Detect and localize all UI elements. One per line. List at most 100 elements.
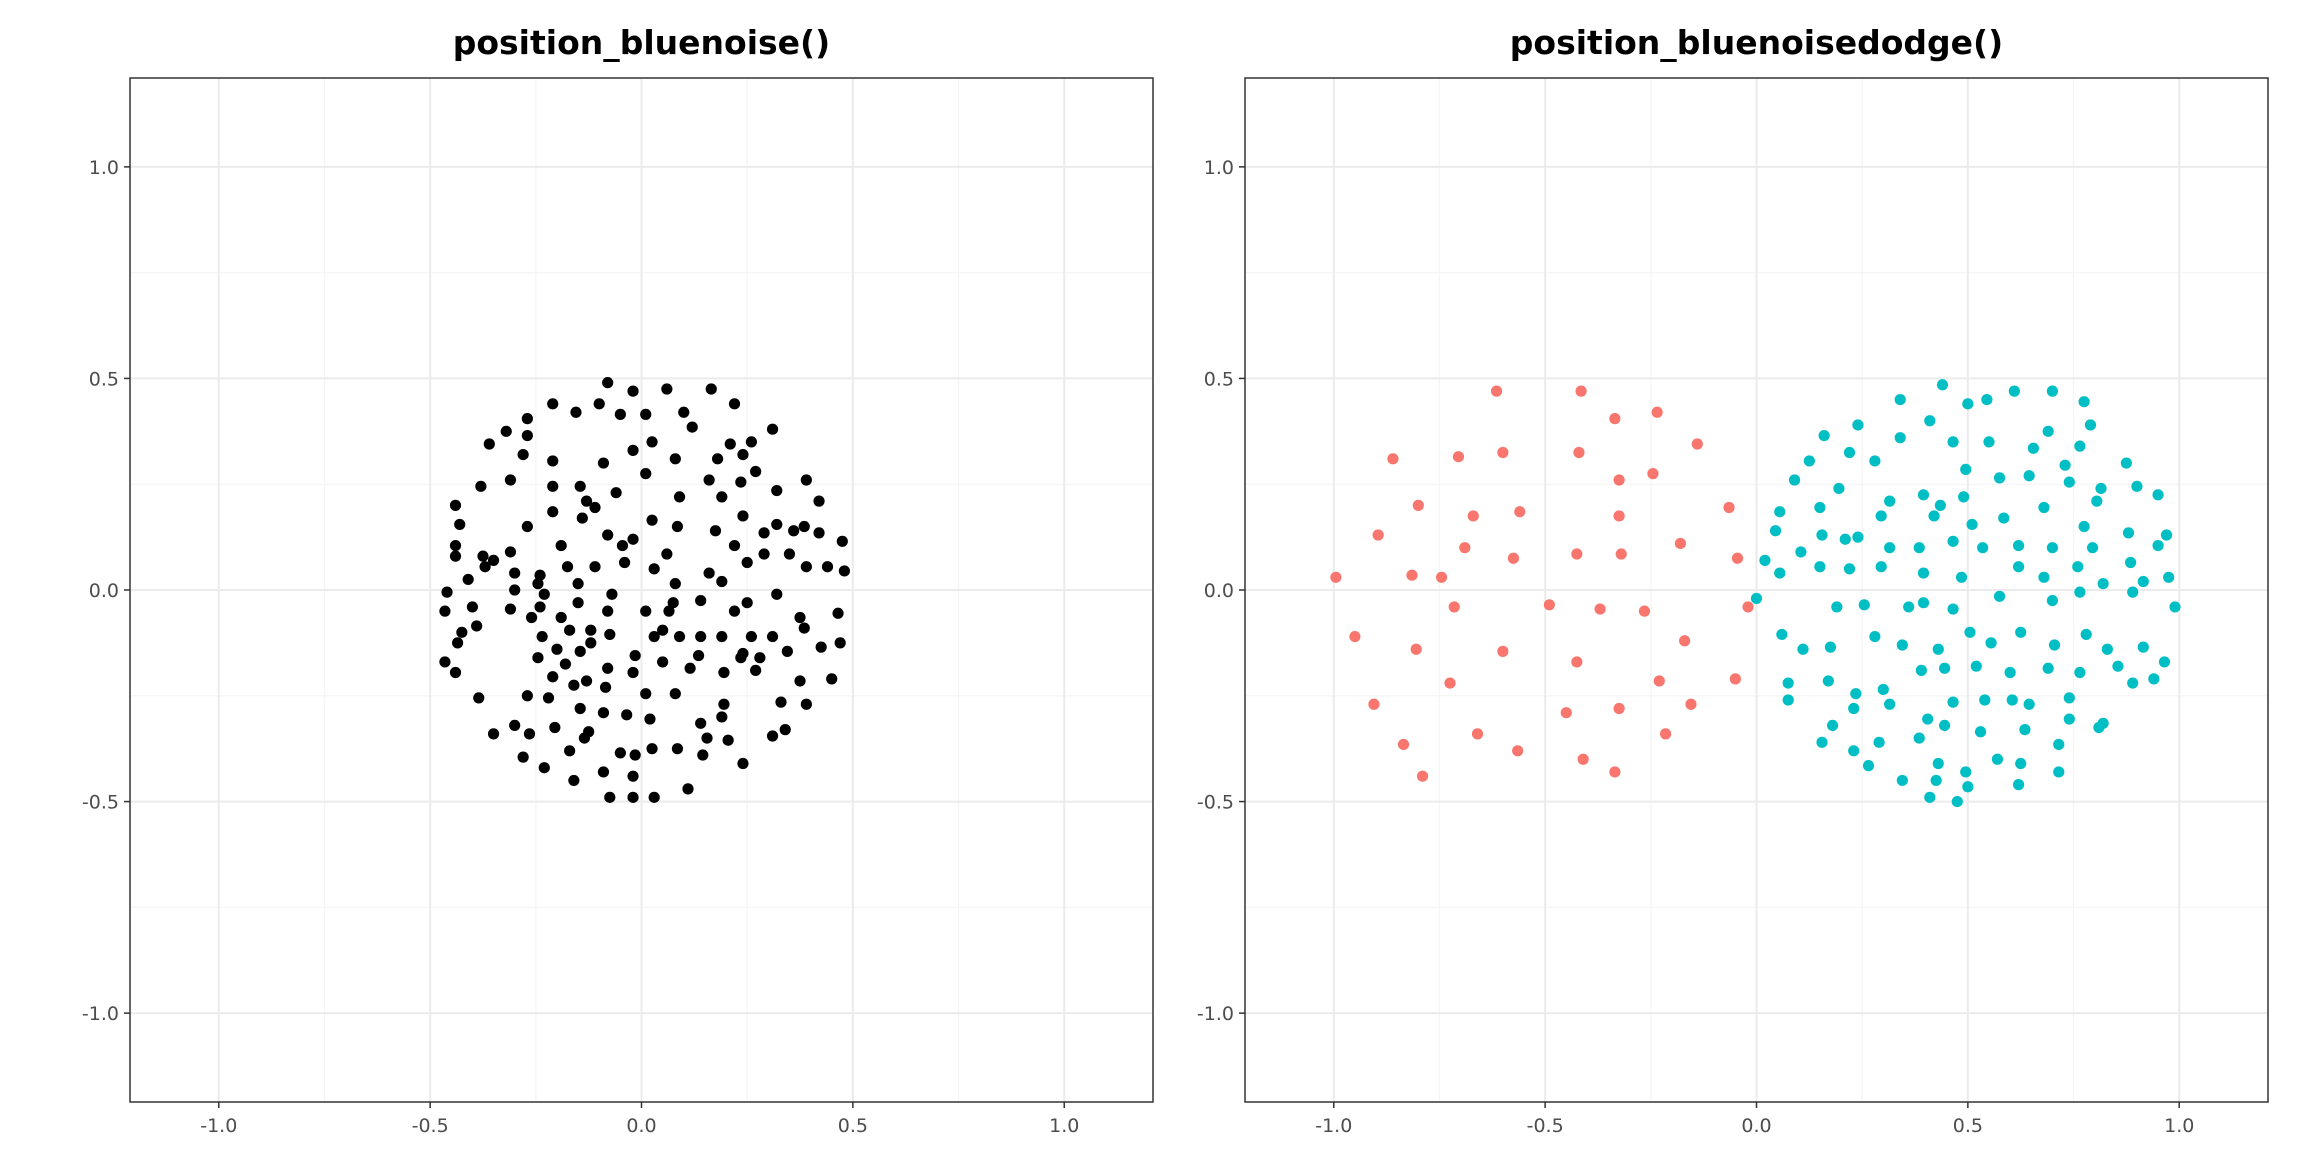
point — [640, 408, 652, 420]
point — [1913, 542, 1925, 554]
point — [1613, 474, 1625, 486]
point — [1615, 548, 1627, 560]
point — [2095, 482, 2107, 495]
point — [1674, 537, 1687, 550]
point — [821, 561, 834, 573]
point — [766, 423, 779, 435]
point — [2137, 575, 2149, 588]
y-tick-label: -0.5 — [1197, 792, 1234, 814]
point — [564, 624, 576, 636]
point — [1435, 571, 1448, 583]
point — [728, 398, 741, 410]
point — [661, 383, 673, 395]
point — [711, 453, 724, 465]
point — [1939, 719, 1951, 732]
point — [783, 548, 796, 560]
point — [521, 413, 533, 425]
point — [1651, 406, 1663, 418]
point — [1869, 455, 1881, 467]
point — [466, 601, 479, 613]
y-tick-label: 0.5 — [1204, 368, 1234, 390]
point — [1875, 510, 1887, 522]
point — [487, 554, 500, 566]
point — [1877, 683, 1889, 696]
point — [771, 518, 783, 531]
point — [602, 662, 614, 674]
point — [547, 480, 559, 492]
x-tick-label: 0.5 — [1953, 1115, 1983, 1137]
point — [758, 527, 770, 539]
point — [574, 645, 586, 657]
point — [1981, 393, 1993, 406]
point — [1759, 554, 1771, 566]
point — [627, 385, 639, 397]
point — [1774, 506, 1786, 518]
x-tick-label: 0.0 — [626, 1115, 656, 1137]
point — [610, 487, 622, 499]
point — [2042, 425, 2054, 437]
point — [1932, 757, 1944, 770]
point — [1884, 495, 1896, 507]
point — [504, 546, 517, 558]
x-tick-label: -0.5 — [1527, 1115, 1564, 1137]
point — [716, 711, 728, 723]
point — [456, 626, 468, 638]
point — [1894, 393, 1906, 406]
point — [1782, 677, 1794, 689]
point — [1742, 601, 1754, 613]
point — [1782, 694, 1794, 706]
point — [589, 561, 601, 573]
point — [1936, 379, 1949, 391]
y-tick-label: -1.0 — [1197, 1003, 1234, 1025]
x-tick-label: -0.5 — [412, 1115, 449, 1137]
point — [1471, 728, 1484, 740]
point — [2015, 757, 2027, 770]
point — [667, 597, 679, 609]
point — [454, 518, 466, 531]
y-tick-label: 0.0 — [89, 580, 119, 602]
point — [580, 675, 593, 687]
point — [449, 499, 462, 511]
point — [1839, 533, 1851, 545]
point — [692, 649, 705, 662]
point — [504, 603, 517, 615]
point — [2074, 440, 2086, 452]
point — [449, 666, 462, 679]
point — [1958, 491, 1970, 503]
point — [2072, 561, 2084, 573]
point — [1816, 529, 1828, 541]
point — [728, 539, 741, 552]
y-tick-label: -1.0 — [82, 1003, 119, 1025]
point — [695, 717, 707, 729]
point — [1852, 419, 1864, 431]
point — [1497, 446, 1509, 459]
point — [1638, 605, 1651, 617]
point — [627, 533, 639, 545]
point — [2046, 542, 2059, 554]
point — [669, 453, 681, 465]
point — [682, 783, 694, 795]
point — [1573, 446, 1585, 459]
point — [1769, 525, 1782, 537]
point — [452, 637, 464, 649]
point — [1368, 698, 1380, 710]
point — [1826, 719, 1839, 732]
point — [1903, 601, 1915, 613]
point — [1448, 601, 1460, 613]
point — [504, 474, 517, 486]
point — [1862, 760, 1875, 772]
point — [800, 561, 812, 573]
point — [2004, 666, 2016, 679]
point — [2152, 489, 2164, 501]
point — [449, 539, 462, 552]
point — [2063, 692, 2075, 704]
point — [439, 656, 451, 668]
point — [1822, 675, 1834, 687]
point — [521, 520, 533, 533]
point — [657, 656, 669, 668]
point — [728, 605, 741, 617]
point — [1869, 630, 1881, 643]
point — [593, 398, 605, 410]
point — [509, 584, 521, 596]
